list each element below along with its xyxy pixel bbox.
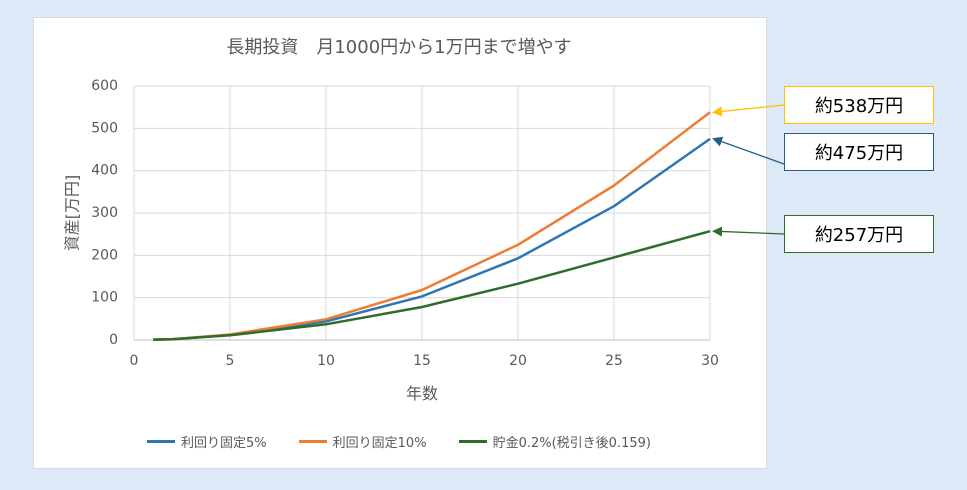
legend-item-series-1: 利回り固定10% [298,432,427,451]
y-axis-label: 資産[万円] [63,175,82,252]
x-tick-label: 30 [701,353,719,369]
legend-item-series-2: 貯金0.2%(税引き後0.159) [458,432,651,451]
legend: 利回り固定5% 利回り固定10% 貯金0.2%(税引き後0.159) [33,432,765,451]
y-tick-label: 400 [91,163,118,179]
x-tick-labels: 0 5 10 15 20 25 30 [130,353,719,369]
x-tick-label: 10 [317,353,335,369]
annotation-arrows [712,104,785,237]
y-tick-labels: 0 100 200 300 400 500 600 [91,78,118,348]
y-tick-label: 200 [91,247,118,263]
y-tick-label: 300 [91,205,118,221]
x-axis-label: 年数 [406,384,438,403]
series-line-2 [153,229,711,341]
x-tick-label: 0 [130,353,139,369]
annotation-text: 約538万円 [814,96,904,117]
annotation-box-257: 約257万円 [784,215,934,253]
y-tick-label: 500 [91,120,118,136]
gridlines [134,85,711,340]
legend-swatch [458,440,487,443]
chart-title: 長期投資 月1000円から1万円まで増やす [226,37,572,58]
chart-card [33,17,767,469]
legend-label: 貯金0.2%(税引き後0.159) [492,436,651,451]
annotation-arrow-1 [712,136,785,165]
annotation-box-475: 約475万円 [784,133,934,171]
legend-label: 利回り固定5% [181,436,267,451]
x-tick-label: 20 [509,353,527,369]
y-tick-label: 600 [91,78,118,94]
annotation-text: 約475万円 [814,143,904,164]
x-tick-label: 25 [605,353,623,369]
x-tick-label: 15 [413,353,431,369]
series-line-0 [153,137,711,341]
annotation-text: 約257万円 [814,225,904,246]
annotation-arrow-2 [712,226,785,237]
series-lines [153,111,711,341]
axes [133,86,710,341]
y-tick-label: 0 [109,332,118,348]
y-tick-label: 100 [91,290,118,306]
annotation-arrow-0 [712,104,785,117]
x-tick-label: 5 [226,353,235,369]
annotation-box-538: 約538万円 [784,86,934,124]
legend-item-series-0: 利回り固定5% [147,432,267,451]
legend-swatch [147,440,176,443]
legend-label: 利回り固定10% [332,436,427,451]
legend-swatch [298,440,327,443]
